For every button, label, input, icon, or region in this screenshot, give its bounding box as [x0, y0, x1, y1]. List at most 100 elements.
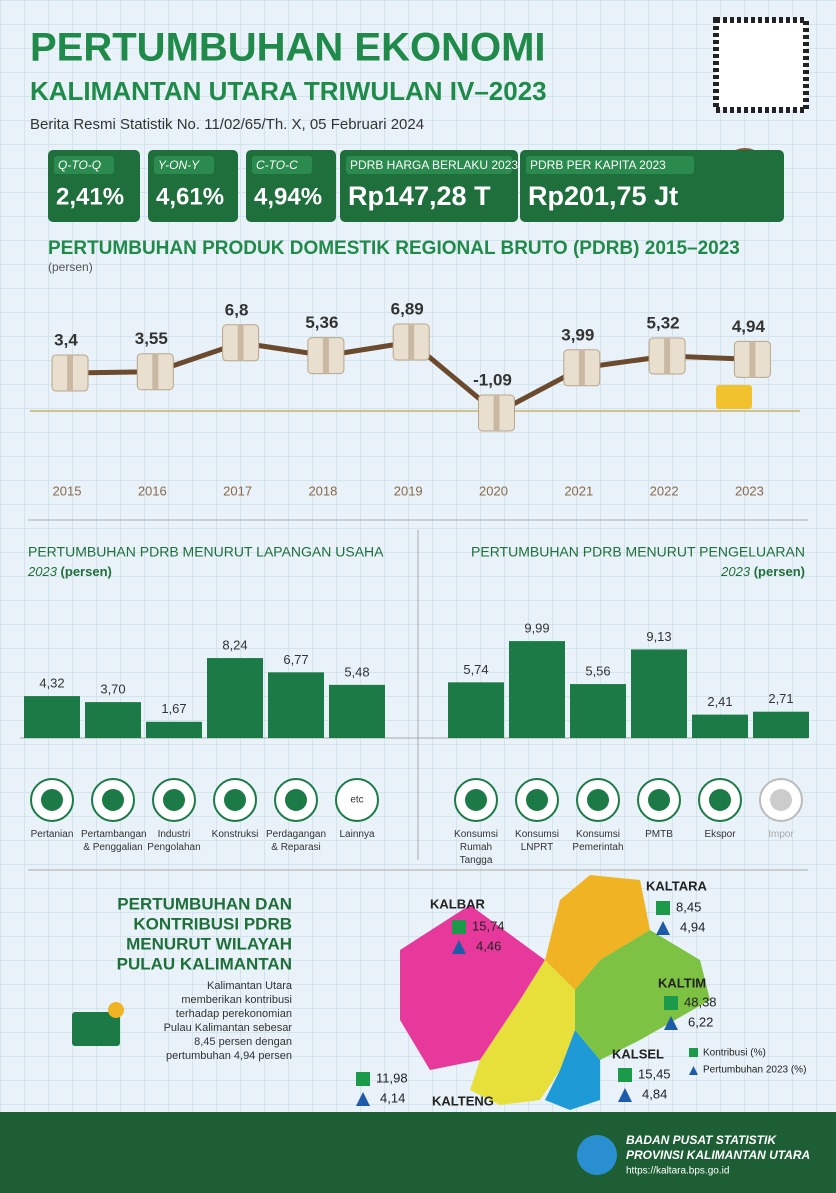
map	[400, 875, 710, 1110]
chart-title: PERTUMBUHAN PDRB MENURUT LAPANGAN USAHA	[28, 544, 384, 560]
region-contribution: 15,74	[472, 918, 505, 933]
region-name: KALSEL	[612, 1046, 664, 1061]
stat-label-box	[346, 156, 512, 174]
stat-label: C-TO-C	[256, 158, 298, 172]
box-marker	[136, 353, 174, 391]
legend-label: Pertumbuhan 2023 (%)	[703, 1065, 806, 1076]
stat-value: 2,41%	[56, 183, 124, 210]
value-label: 6,77	[283, 652, 308, 667]
subtitle-year: 2023	[720, 564, 751, 579]
contribution-icon	[664, 996, 678, 1010]
region-contribution: 8,45	[676, 899, 701, 914]
forklift	[716, 385, 752, 409]
category-label: Impor	[768, 829, 794, 840]
contribution-icon	[452, 920, 466, 934]
category-label: Pertanian	[30, 829, 74, 840]
value-label: 3,55	[135, 329, 168, 348]
value-label: 3,70	[100, 682, 125, 697]
section-text: memberikan kontribusi	[181, 994, 292, 1006]
section-text: Pulau Kalimantan sebesar	[164, 1022, 293, 1034]
footer-province: PROVINSI KALIMANTAN UTARA	[626, 1148, 810, 1162]
x-label: 2023	[735, 483, 764, 498]
region-name: KALTIM	[658, 975, 706, 990]
section-title: MENURUT WILAYAH	[126, 934, 292, 953]
value-label: 2,41	[707, 694, 732, 709]
stat-label-box	[526, 156, 694, 174]
value-label: 5,32	[647, 313, 680, 332]
contribution-icon	[356, 1072, 370, 1086]
growth-icon	[618, 1088, 632, 1102]
growth-icon	[72, 1012, 120, 1046]
chart-subtitle: 2023 (persen)	[720, 564, 805, 579]
stat-label-box	[252, 156, 312, 174]
subtitle-year: 2023	[27, 564, 58, 579]
section-title: PULAU KALIMANTAN	[117, 954, 292, 973]
contribution-icon	[618, 1068, 632, 1082]
box-marker	[648, 337, 686, 375]
value-label: 5,48	[344, 664, 369, 679]
bar	[85, 702, 141, 738]
bar	[570, 684, 626, 738]
category-glyph	[102, 789, 124, 811]
x-label: 2017	[223, 483, 252, 498]
value-label: 5,74	[463, 662, 488, 677]
stat-label: PDRB PER KAPITA 2023	[530, 158, 666, 172]
stat-label: PDRB HARGA BERLAKU 2023	[350, 158, 518, 172]
section-text: terhadap perekonomian	[176, 1008, 292, 1020]
footer-url: https://kaltara.bps.go.id	[626, 1166, 729, 1177]
box-marker	[222, 324, 260, 362]
region-growth: 6,22	[688, 1014, 713, 1029]
value-label: 5,56	[585, 664, 610, 679]
chart-title: PERTUMBUHAN PRODUK DOMESTIK REGIONAL BRU…	[48, 238, 740, 259]
region-contribution: 15,45	[638, 1066, 671, 1081]
bar	[329, 684, 385, 738]
bar	[146, 721, 202, 738]
legend-square	[689, 1048, 698, 1057]
bar	[448, 682, 504, 738]
region-kalsel	[545, 1030, 600, 1110]
bar	[509, 641, 565, 738]
contribution-icon	[656, 901, 670, 915]
region-growth: 4,84	[642, 1086, 667, 1101]
value-label: -1,09	[473, 370, 512, 389]
category-glyph	[587, 789, 609, 811]
value-label: 8,24	[222, 638, 247, 653]
stat-value: 4,61%	[156, 183, 224, 210]
footer-org: BADAN PUSAT STATISTIK	[626, 1133, 777, 1147]
legend-triangle	[689, 1066, 698, 1075]
stat-label: Y-ON-Y	[158, 158, 200, 172]
value-label: 9,13	[646, 629, 671, 644]
bar	[24, 696, 80, 738]
category-icon	[335, 778, 379, 822]
stat-value: 4,94%	[254, 183, 322, 210]
category-label: PMTB	[645, 829, 673, 840]
value-label: 2,71	[768, 691, 793, 706]
growth-icon	[452, 940, 466, 954]
growth-icon	[656, 921, 670, 935]
region-growth: 4,46	[476, 938, 501, 953]
category-label: Perdagangan & Reparasi	[265, 829, 327, 853]
value-label: 3,99	[561, 325, 594, 344]
source: Berita Resmi Statistik No. 11/02/65/Th. …	[30, 116, 424, 133]
category-label: Konsumsi Pemerintah	[572, 829, 624, 853]
section-text: pertumbuhan 4,94 persen	[166, 1050, 292, 1062]
box-marker	[733, 340, 771, 378]
value-label: 9,99	[524, 621, 549, 636]
footer-band	[0, 1112, 836, 1193]
box-marker	[51, 354, 89, 392]
category-label: Konsumsi LNPRT	[515, 829, 559, 853]
category-glyph	[41, 789, 63, 811]
region-growth: 4,14	[380, 1090, 405, 1105]
bar	[268, 672, 324, 738]
box-marker	[307, 337, 345, 375]
category-glyph	[285, 789, 307, 811]
stat-value: Rp147,28 T	[348, 181, 491, 211]
legend-label: Kontribusi (%)	[703, 1048, 766, 1059]
bar	[753, 711, 809, 738]
x-label: 2016	[138, 483, 167, 498]
region-kalteng	[470, 960, 575, 1105]
section-title: PERTUMBUHAN DAN	[117, 894, 292, 913]
bps-logo	[577, 1135, 617, 1175]
value-label: 4,32	[39, 676, 64, 691]
